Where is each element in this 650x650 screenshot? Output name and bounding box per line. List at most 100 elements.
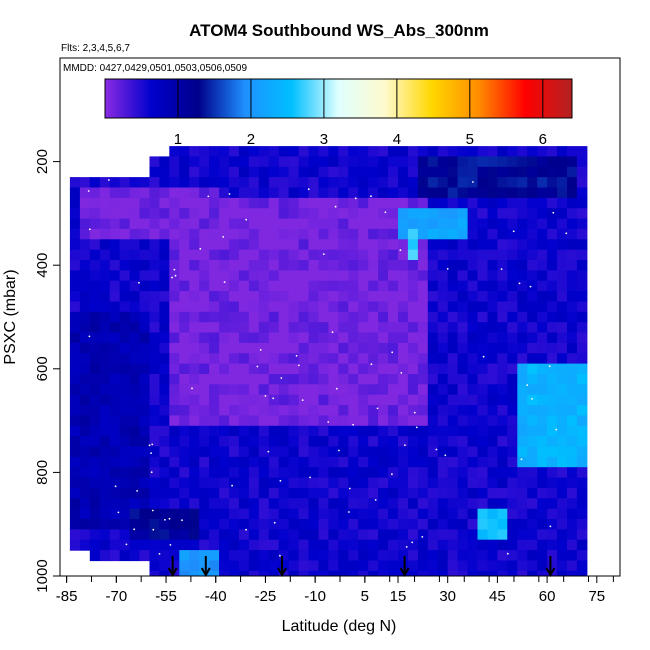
- heatmap-cell: [477, 570, 488, 576]
- heatmap-cell: [378, 270, 389, 282]
- heatmap-cell: [338, 570, 349, 576]
- heatmap-cell: [547, 519, 558, 530]
- heatmap-cell: [318, 322, 329, 334]
- heatmap-cell: [199, 239, 210, 251]
- heatmap-cell: [298, 260, 310, 271]
- heatmap-cell: [79, 270, 91, 282]
- heatmap-cell: [338, 394, 349, 406]
- heatmap-cell: [467, 508, 479, 520]
- heatmap-cell: [457, 177, 469, 189]
- heatmap-cell: [79, 415, 91, 427]
- heatmap-cell: [119, 456, 131, 468]
- heatmap-cell: [139, 363, 150, 375]
- heatmap-cell: [567, 519, 578, 530]
- heatmap-cell: [248, 467, 260, 479]
- sample-dot: [151, 443, 154, 446]
- heatmap-cell: [517, 374, 528, 385]
- heatmap-cell: [368, 342, 379, 354]
- heatmap-cell: [417, 177, 429, 189]
- heatmap-cell: [507, 218, 518, 230]
- heatmap-cell: [457, 322, 469, 334]
- heatmap-cell: [79, 280, 91, 292]
- heatmap-cell: [417, 301, 429, 313]
- heatmap-cell: [278, 322, 290, 334]
- heatmap-cell: [477, 363, 488, 375]
- heatmap-cell: [179, 197, 190, 209]
- heatmap-cell: [219, 270, 230, 282]
- heatmap-cell: [149, 342, 160, 354]
- heatmap-cell: [388, 519, 399, 530]
- heatmap-cell: [139, 228, 150, 240]
- heatmap-cell: [368, 477, 379, 489]
- heatmap-cell: [139, 384, 150, 396]
- heatmap-cell: [507, 425, 518, 437]
- heatmap-cell: [457, 197, 469, 209]
- heatmap-cell: [547, 156, 558, 168]
- heatmap-cell: [69, 405, 81, 417]
- heatmap-cell: [268, 291, 280, 303]
- heatmap-cell: [129, 508, 141, 520]
- heatmap-cell: [199, 560, 210, 572]
- heatmap-cell: [447, 280, 459, 292]
- heatmap-cell: [427, 249, 439, 261]
- heatmap-cell: [477, 291, 488, 303]
- heatmap-cell: [209, 301, 220, 313]
- heatmap-cell: [318, 353, 329, 365]
- heatmap-cell: [398, 353, 409, 365]
- heatmap-cell: [268, 146, 280, 158]
- heatmap-cell: [447, 508, 459, 520]
- heatmap-cell: [268, 208, 280, 220]
- heatmap-cell: [368, 560, 379, 572]
- heatmap-cell: [238, 177, 250, 189]
- heatmap-cell: [199, 177, 210, 189]
- heatmap-cell: [278, 197, 290, 209]
- heatmap-cell: [437, 570, 449, 576]
- heatmap-cell: [79, 498, 91, 510]
- heatmap-cell: [89, 550, 101, 562]
- heatmap-cell: [457, 291, 469, 303]
- heatmap-cell: [447, 342, 459, 354]
- heatmap-cell: [477, 425, 488, 437]
- heatmap-cell: [437, 363, 449, 375]
- heatmap-cell: [119, 187, 131, 199]
- heatmap-cell: [348, 260, 359, 271]
- heatmap-cell: [517, 156, 528, 168]
- heatmap-cell: [487, 322, 498, 334]
- heatmap-cell: [358, 519, 369, 530]
- heatmap-cell: [288, 197, 300, 209]
- heatmap-cell: [258, 260, 270, 271]
- heatmap-cell: [447, 353, 459, 365]
- heatmap-cell: [199, 415, 210, 427]
- heatmap-cell: [487, 332, 498, 344]
- heatmap-cell: [149, 311, 160, 323]
- sample-dot: [370, 195, 372, 198]
- heatmap-cell: [517, 228, 528, 240]
- heatmap-cell: [169, 550, 180, 562]
- heatmap-cell: [338, 187, 349, 199]
- sample-dot: [549, 525, 552, 528]
- heatmap-cell: [417, 425, 429, 437]
- heatmap-cell: [99, 260, 111, 271]
- heatmap-cell: [338, 560, 349, 572]
- sample-dot: [446, 268, 449, 270]
- heatmap-cell: [517, 456, 528, 468]
- heatmap-cell: [219, 456, 230, 468]
- heatmap-cell: [328, 166, 339, 178]
- heatmap-cell: [278, 436, 290, 448]
- heatmap-cell: [109, 228, 121, 240]
- heatmap-cell: [219, 332, 230, 344]
- heatmap-cell: [129, 208, 141, 220]
- heatmap-cell: [517, 177, 528, 189]
- heatmap-cell: [398, 519, 409, 530]
- heatmap-cell: [547, 363, 558, 375]
- heatmap-cell: [89, 539, 101, 551]
- heatmap-cell: [318, 467, 329, 479]
- x-tick-label: 5: [361, 588, 369, 605]
- heatmap-cell: [109, 239, 121, 251]
- heatmap-cell: [557, 332, 568, 344]
- heatmap-cell: [79, 322, 91, 334]
- heatmap-cell: [547, 197, 558, 209]
- heatmap-cell: [576, 311, 588, 323]
- heatmap-cell: [159, 425, 170, 437]
- heatmap-cell: [427, 332, 439, 344]
